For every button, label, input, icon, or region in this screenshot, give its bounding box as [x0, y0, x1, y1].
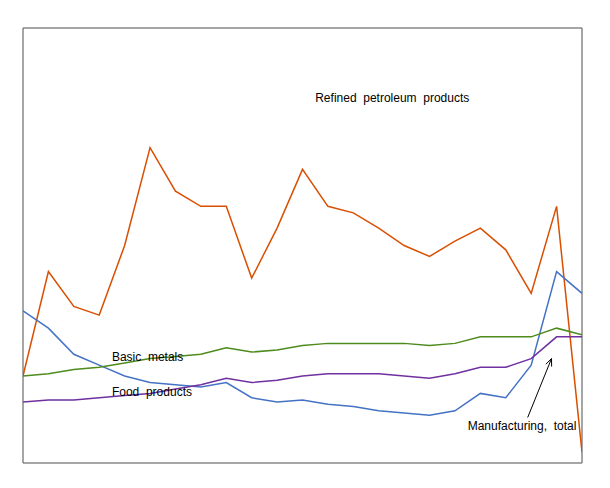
- svg-text:Food products: Food products: [112, 385, 192, 399]
- svg-text:Refined petroleum products: Refined petroleum products: [315, 91, 469, 105]
- svg-text:Basic metals: Basic metals: [112, 350, 183, 364]
- svg-text:Manufacturing, total: Manufacturing, total: [468, 419, 577, 433]
